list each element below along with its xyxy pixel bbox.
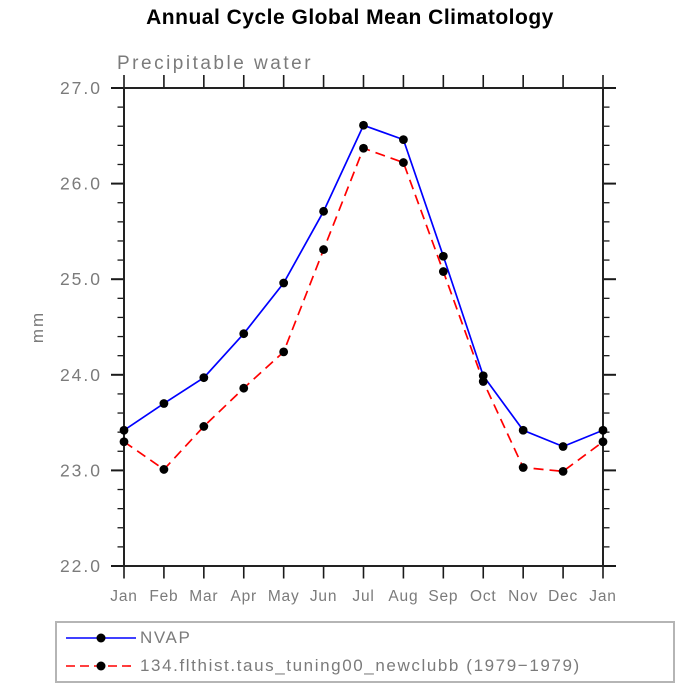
y-tick-label: 23.0	[60, 460, 102, 480]
x-tick-label: Sep	[428, 588, 458, 605]
x-tick-label: May	[268, 588, 300, 605]
x-tick-label: Oct	[470, 588, 497, 605]
data-point-marker	[558, 466, 568, 476]
data-point-marker	[159, 399, 169, 408]
data-point-marker	[399, 135, 408, 145]
data-point-marker	[119, 425, 129, 435]
legend-label: 134.flthist.taus_tuning00_newclubb (1979…	[140, 656, 581, 675]
data-point-marker	[399, 158, 408, 167]
data-point-marker	[279, 278, 289, 288]
y-tick-label: 24.0	[60, 365, 102, 385]
data-point-marker	[239, 383, 249, 393]
x-tick-label: Dec	[548, 588, 578, 605]
data-point-marker	[319, 245, 328, 254]
legend-line-sample-solid	[66, 633, 136, 643]
data-point-marker	[359, 120, 368, 130]
x-tick-label: Jan	[110, 588, 137, 605]
legend-item-nvap: NVAP	[64, 625, 673, 651]
data-point-marker	[518, 463, 528, 472]
x-tick-label: Feb	[149, 588, 178, 605]
data-point-marker	[438, 267, 448, 276]
x-tick-label: Apr	[230, 588, 257, 605]
data-point-marker	[518, 425, 528, 435]
series-line-1	[123, 147, 604, 473]
legend-line-sample-dashed	[66, 661, 136, 671]
y-tick-label: 22.0	[60, 556, 102, 576]
chart-title: Annual Cycle Global Mean Climatology	[146, 6, 554, 29]
data-point-marker	[598, 437, 608, 447]
data-point-marker	[478, 377, 488, 386]
x-tick-label: Aug	[388, 588, 418, 605]
legend-label: NVAP	[140, 628, 192, 647]
x-tick-label: Jul	[352, 588, 374, 605]
x-tick-label: Mar	[189, 588, 218, 605]
data-point-marker	[279, 347, 289, 357]
legend-item-model: 134.flthist.taus_tuning00_newclubb (1979…	[64, 653, 673, 679]
data-point-marker	[359, 143, 368, 153]
y-tick-label: 27.0	[60, 78, 102, 98]
x-tick-label: Jun	[310, 588, 337, 605]
data-point-marker	[199, 422, 209, 431]
y-tick-label: 26.0	[60, 174, 102, 194]
y-tick-label: 25.0	[60, 269, 102, 289]
data-point-marker	[159, 465, 169, 474]
x-tick-label: Nov	[508, 588, 538, 605]
plot-frame	[123, 87, 604, 567]
data-point-marker	[319, 206, 328, 216]
legend: NVAP 134.flthist.taus_tuning00_newclubb …	[55, 621, 675, 683]
data-point-marker	[598, 425, 608, 435]
data-point-marker	[199, 373, 209, 383]
chart-subtitle: Precipitable water	[117, 53, 314, 74]
data-point-marker	[558, 442, 568, 451]
data-point-marker	[119, 437, 129, 447]
x-tick-label: Jan	[589, 588, 616, 605]
data-point-marker	[239, 329, 249, 339]
series-line-0	[123, 124, 604, 448]
data-point-marker	[438, 251, 448, 261]
